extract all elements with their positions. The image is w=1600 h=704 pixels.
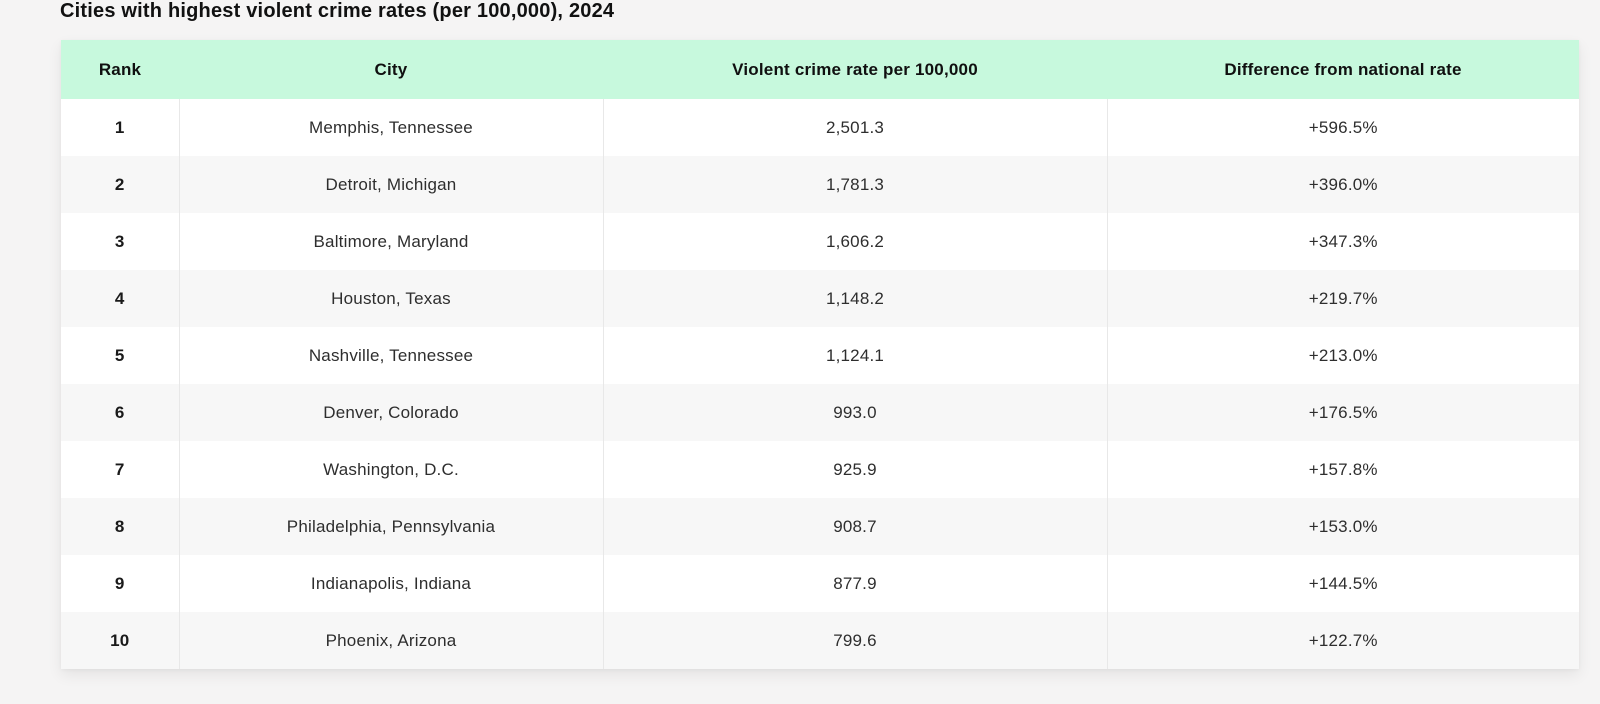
- table-row: 9 Indianapolis, Indiana 877.9 +144.5%: [61, 555, 1579, 612]
- difference-cell: +347.3%: [1106, 213, 1579, 270]
- difference-cell: +153.0%: [1106, 498, 1579, 555]
- difference-cell: +396.0%: [1106, 156, 1579, 213]
- rank-cell: 3: [61, 213, 179, 270]
- rate-cell: 925.9: [602, 441, 1107, 498]
- rate-cell: 1,148.2: [602, 270, 1107, 327]
- column-header-difference: Difference from national rate: [1224, 59, 1462, 79]
- rank-cell: 1: [61, 99, 179, 156]
- crime-table: Rank City Violent crime rate per 100,000…: [61, 40, 1579, 669]
- rank-cell: 9: [61, 555, 179, 612]
- column-header-rate: Violent crime rate per 100,000: [732, 59, 978, 79]
- rank-cell: 8: [61, 498, 179, 555]
- difference-cell: +157.8%: [1106, 441, 1579, 498]
- city-cell: Nashville, Tennessee: [178, 327, 603, 384]
- table-row: 2 Detroit, Michigan 1,781.3 +396.0%: [61, 156, 1579, 213]
- difference-cell: +596.5%: [1106, 99, 1579, 156]
- table-header: Rank City Violent crime rate per 100,000…: [61, 40, 1579, 99]
- difference-cell: +122.7%: [1106, 612, 1579, 669]
- table-row: 5 Nashville, Tennessee 1,124.1 +213.0%: [61, 327, 1579, 384]
- city-cell: Indianapolis, Indiana: [178, 555, 603, 612]
- difference-cell: +219.7%: [1106, 270, 1579, 327]
- rank-cell: 4: [61, 270, 179, 327]
- city-cell: Philadelphia, Pennsylvania: [178, 498, 603, 555]
- city-cell: Phoenix, Arizona: [178, 612, 603, 669]
- table-row: 10 Phoenix, Arizona 799.6 +122.7%: [61, 612, 1579, 669]
- column-header-rank: Rank: [98, 59, 142, 79]
- city-cell: Houston, Texas: [178, 270, 603, 327]
- rate-cell: 799.6: [602, 612, 1107, 669]
- rate-cell: 993.0: [602, 384, 1107, 441]
- table-body: 1 Memphis, Tennessee 2,501.3 +596.5% 2 Detroi…: [61, 99, 1579, 669]
- rate-cell: 2,501.3: [602, 99, 1107, 156]
- city-cell: Detroit, Michigan: [178, 156, 603, 213]
- table-header-row: Rank City Violent crime rate per 100,000…: [61, 40, 1579, 99]
- crime-table-container: Rank City Violent crime rate per 100,000…: [61, 40, 1579, 669]
- table-row: 1 Memphis, Tennessee 2,501.3 +596.5%: [61, 99, 1579, 156]
- difference-cell: +144.5%: [1106, 555, 1579, 612]
- rate-cell: 1,124.1: [602, 327, 1107, 384]
- table-row: 4 Houston, Texas 1,148.2 +219.7%: [61, 270, 1579, 327]
- table-row: 3 Baltimore, Maryland 1,606.2 +347.3%: [61, 213, 1579, 270]
- page-title: Cities with highest violent crime rates …: [60, 0, 615, 22]
- table-row: 6 Denver, Colorado 993.0 +176.5%: [61, 384, 1579, 441]
- rate-cell: 1,781.3: [602, 156, 1107, 213]
- rank-cell: 2: [61, 156, 179, 213]
- city-cell: Washington, D.C.: [178, 441, 603, 498]
- rank-cell: 5: [61, 327, 179, 384]
- rate-cell: 1,606.2: [602, 213, 1107, 270]
- rank-cell: 6: [61, 384, 179, 441]
- rate-cell: 908.7: [602, 498, 1107, 555]
- table-row: 8 Philadelphia, Pennsylvania 908.7 +153.0%: [61, 498, 1579, 555]
- table-row: 7 Washington, D.C. 925.9 +157.8%: [61, 441, 1579, 498]
- column-header-city: City: [374, 59, 408, 79]
- rate-cell: 877.9: [602, 555, 1107, 612]
- rank-cell: 10: [61, 612, 179, 669]
- rank-cell: 7: [61, 441, 179, 498]
- city-cell: Denver, Colorado: [178, 384, 603, 441]
- city-cell: Memphis, Tennessee: [178, 99, 603, 156]
- difference-cell: +213.0%: [1106, 327, 1579, 384]
- difference-cell: +176.5%: [1106, 384, 1579, 441]
- city-cell: Baltimore, Maryland: [178, 213, 603, 270]
